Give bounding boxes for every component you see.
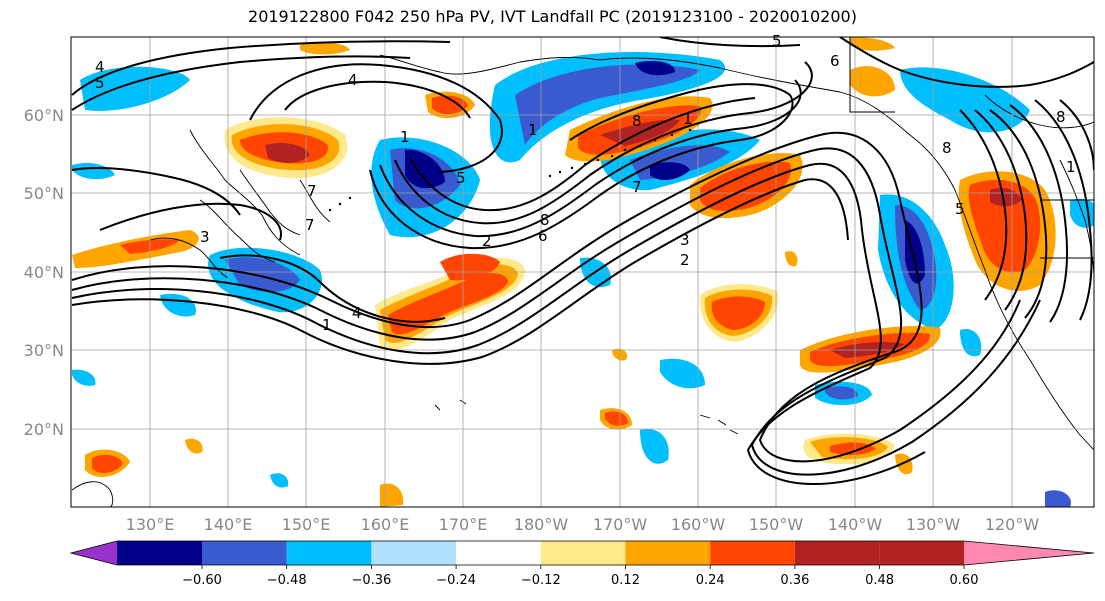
contour-label: 8 xyxy=(1056,108,1066,126)
lon-label: 150°W xyxy=(749,515,804,534)
lon-label: 160°E xyxy=(361,515,410,534)
colorbar-bin xyxy=(625,541,711,565)
lat-label: 60°N xyxy=(24,106,64,125)
lat-label: 40°N xyxy=(24,263,64,282)
contour-label: 7 xyxy=(305,216,315,234)
contour-label: 2 xyxy=(680,251,690,269)
colorbar-tick: 0.12 xyxy=(611,573,640,588)
gridlines xyxy=(71,37,1094,507)
contour-label: 6 xyxy=(830,52,840,70)
lon-label: 120°W xyxy=(985,515,1040,534)
contour-label: 5 xyxy=(955,200,965,218)
contour-label: 1 xyxy=(400,128,410,146)
colorbar-tick: 0.60 xyxy=(950,573,979,588)
colorbar-tick: −0.36 xyxy=(351,573,391,588)
colorbar-tick-labels: −0.60 −0.48 −0.36 −0.24 −0.12 0.12 0.24 … xyxy=(182,573,978,588)
contour-label: 8 xyxy=(540,211,550,229)
colorbar-left-arrow xyxy=(71,541,117,565)
colorbar-tick: −0.60 xyxy=(182,573,222,588)
contour-label: 4 xyxy=(348,71,358,89)
colorbar-bin xyxy=(456,541,541,565)
colorbar-right-arrow xyxy=(964,541,1094,565)
contour-label: 5 xyxy=(456,169,466,187)
contour-label: 5 xyxy=(772,32,782,50)
lon-label: 180°W xyxy=(514,515,569,534)
lon-label: 130°E xyxy=(126,515,175,534)
lat-label: 20°N xyxy=(24,420,64,439)
lon-label: 140°W xyxy=(828,515,883,534)
latitude-labels: 60°N 50°N 40°N 30°N 20°N xyxy=(24,106,64,439)
map-title: 2019122800 F042 250 hPa PV, IVT Landfall… xyxy=(248,7,857,26)
colorbar-bin xyxy=(710,541,795,565)
contour-label: 5 xyxy=(95,74,105,92)
lon-label: 160°W xyxy=(671,515,726,534)
contour-label: 4 xyxy=(352,304,362,322)
lat-label: 30°N xyxy=(24,341,64,360)
colorbar-tick: −0.24 xyxy=(436,573,476,588)
aleutian-islands xyxy=(328,128,692,212)
contour-label: 1 xyxy=(528,121,538,139)
contour-label: 6 xyxy=(538,227,548,245)
colorbar-tick: 0.24 xyxy=(696,573,725,588)
map-frame xyxy=(70,36,1095,508)
contour-label: 4 xyxy=(95,58,105,76)
contour-label: 8 xyxy=(632,112,642,130)
contour-label: 1 xyxy=(683,110,693,128)
colorbar-tick: −0.12 xyxy=(521,573,561,588)
contour-label: 3 xyxy=(680,231,690,249)
colorbar-bin xyxy=(540,541,626,565)
lat-label: 50°N xyxy=(24,184,64,203)
colorbar-tick: 0.36 xyxy=(780,573,809,588)
lon-label: 140°E xyxy=(204,515,253,534)
contour-label: 1 xyxy=(1066,158,1076,176)
longitude-labels: 130°E 140°E 150°E 160°E 170°E 180°W 170°… xyxy=(126,515,1040,534)
lon-label: 130°W xyxy=(906,515,961,534)
colorbar-bin xyxy=(879,541,964,565)
contour-label: 7 xyxy=(307,182,317,200)
contour-label: 1 xyxy=(322,316,332,334)
colorbar-tick: −0.48 xyxy=(267,573,307,588)
contour-label: 3 xyxy=(200,228,210,246)
colorbar-bin xyxy=(286,541,372,565)
lon-label: 170°W xyxy=(593,515,648,534)
contour-label: 7 xyxy=(632,178,642,196)
region-box xyxy=(849,37,1094,259)
lon-label: 150°E xyxy=(282,515,331,534)
colorbar-bin xyxy=(371,541,457,565)
map-area xyxy=(71,37,1094,507)
colorbar-bin xyxy=(202,541,287,565)
colorbar-bin xyxy=(117,541,202,565)
lon-label: 170°E xyxy=(439,515,488,534)
colorbar: −0.60 −0.48 −0.36 −0.24 −0.12 0.12 0.24 … xyxy=(69,540,1095,588)
pv-positive-anomalies xyxy=(72,37,1056,507)
colorbar-tick: 0.48 xyxy=(865,573,894,588)
contour-label: 8 xyxy=(942,139,952,157)
ivt-contours xyxy=(71,37,1094,485)
colorbar-bin xyxy=(794,541,880,565)
contour-label: 2 xyxy=(482,232,492,250)
contour-labels: 4 5 4 5 6 1 1 5 8 1 7 7 8 2 6 3 2 7 1 4 … xyxy=(95,32,1076,334)
coastlines xyxy=(71,54,1094,507)
